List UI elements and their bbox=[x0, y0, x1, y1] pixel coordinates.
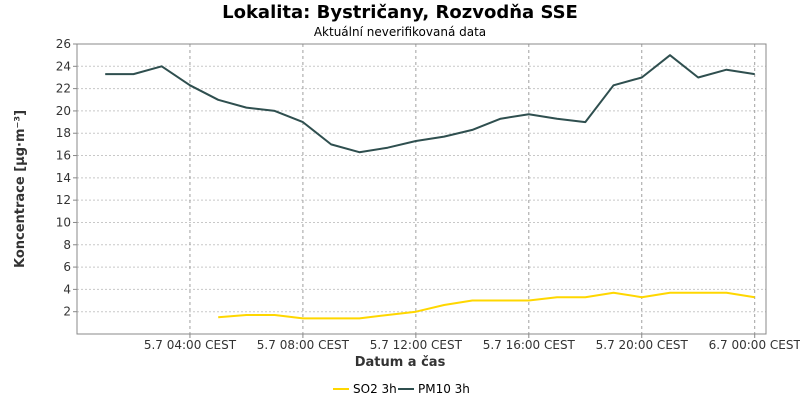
y-tick-label: 24 bbox=[56, 59, 71, 73]
y-tick-label: 26 bbox=[56, 37, 71, 51]
series-line bbox=[105, 54, 755, 154]
chart-subtitle: Aktuální neverifikovaná data bbox=[314, 25, 486, 39]
series-lines bbox=[105, 54, 755, 320]
y-axis-label: Koncentrace [µg·m⁻³] bbox=[13, 110, 28, 268]
x-axis-label: Datum a čas bbox=[355, 355, 446, 370]
x-tick-label: 5.7 16:00 CEST bbox=[483, 338, 576, 352]
y-tick-label: 2 bbox=[63, 305, 71, 319]
x-tick-label: 5.7 08:00 CEST bbox=[257, 338, 350, 352]
x-tick-label: 5.7 04:00 CEST bbox=[144, 338, 237, 352]
y-tick-label: 22 bbox=[56, 82, 71, 96]
grid bbox=[77, 43, 766, 334]
legend-label: SO2 3h bbox=[353, 382, 397, 396]
legend: SO2 3h PM10 3h bbox=[333, 382, 470, 396]
plot-frame bbox=[76, 43, 767, 335]
y-tick-label: 16 bbox=[56, 149, 71, 163]
series-line bbox=[218, 291, 755, 320]
y-tick-label: 14 bbox=[56, 171, 71, 185]
x-axis: 5.7 04:00 CEST 5.7 08:00 CEST 5.7 12:00 CE… bbox=[144, 334, 800, 352]
y-tick-label: 10 bbox=[56, 215, 71, 229]
y-tick-label: 20 bbox=[56, 104, 71, 118]
y-tick-label: 6 bbox=[63, 260, 71, 274]
x-tick-label: 5.7 12:00 CEST bbox=[370, 338, 463, 352]
x-tick-label: 5.7 20:00 CEST bbox=[596, 338, 689, 352]
y-tick-label: 4 bbox=[63, 282, 71, 296]
x-tick-label: 6.7 00:00 CEST bbox=[709, 338, 800, 352]
chart-title: Lokalita: Bystričany, Rozvodňa SSE bbox=[222, 2, 578, 23]
y-tick-label: 8 bbox=[63, 238, 71, 252]
y-tick-label: 12 bbox=[56, 193, 71, 207]
legend-label: PM10 3h bbox=[418, 382, 470, 396]
y-tick-label: 18 bbox=[56, 126, 71, 140]
